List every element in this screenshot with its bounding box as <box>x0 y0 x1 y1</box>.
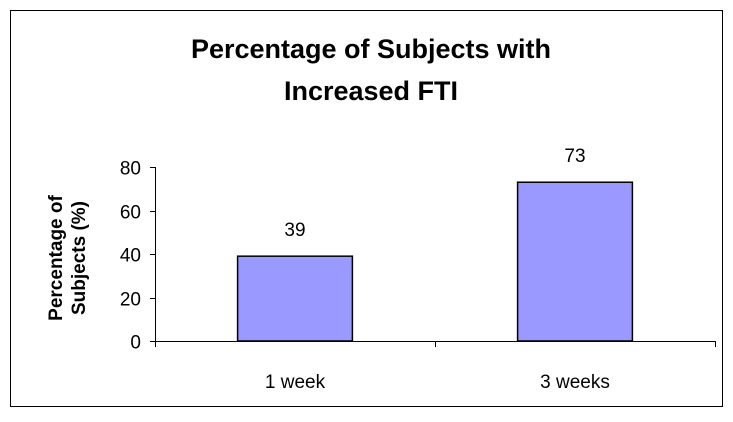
bar <box>516 181 634 342</box>
data-label: 39 <box>284 220 305 241</box>
y-axis-ticks: 0 20 40 60 80 <box>120 159 156 354</box>
bar <box>236 255 354 342</box>
y-tick-label: 0 <box>130 333 141 354</box>
y-tick-label: 80 <box>120 159 141 180</box>
data-label: 73 <box>564 146 585 167</box>
x-axis-ticks <box>155 341 716 347</box>
x-tick-label: 3 weeks <box>540 372 610 393</box>
chart-title-line-1: Percentage of Subjects with <box>191 34 551 64</box>
x-tick-label: 1 week <box>265 372 326 393</box>
y-tick-label: 60 <box>120 203 141 224</box>
bars <box>236 181 634 342</box>
y-tick-label: 40 <box>120 246 141 267</box>
data-labels: 39 73 <box>284 146 585 241</box>
y-axis-title-line-2: Subjects (%) <box>69 201 90 315</box>
y-axis-title-line-1: Percentage of <box>46 195 67 321</box>
chart-title-line-2: Increased FTI <box>284 76 458 106</box>
x-axis-labels: 1 week 3 weeks <box>265 372 610 393</box>
y-tick-label: 20 <box>120 290 141 311</box>
